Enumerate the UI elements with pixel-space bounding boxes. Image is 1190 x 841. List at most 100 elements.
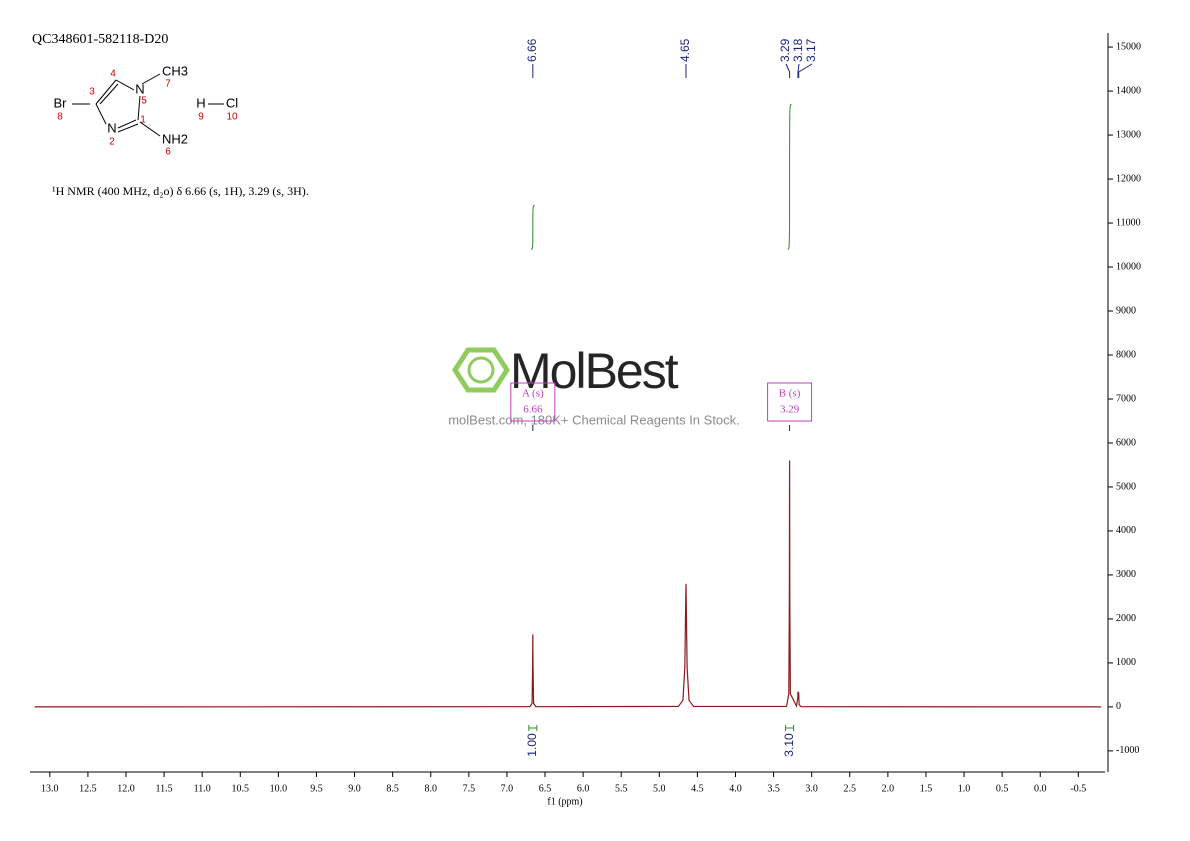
x-tick-label: 11.0 bbox=[194, 783, 211, 794]
x-tick-label: 5.5 bbox=[615, 783, 628, 794]
y-tick-label: 1000 bbox=[1116, 657, 1136, 668]
bond bbox=[141, 73, 161, 85]
atom-number: 1 bbox=[140, 115, 146, 126]
bond bbox=[137, 95, 141, 121]
peak-label: 3.17 bbox=[804, 38, 818, 62]
bond bbox=[95, 79, 117, 105]
x-tick-label: 13.0 bbox=[41, 783, 59, 794]
x-axis-label: f1 (ppm) bbox=[547, 796, 582, 807]
multiplet-name: A (s) bbox=[522, 388, 544, 400]
y-tick-label: 9000 bbox=[1116, 305, 1136, 316]
y-tick-label: 15000 bbox=[1116, 41, 1141, 52]
x-tick-label: 4.5 bbox=[691, 783, 704, 794]
y-tick-label: -1000 bbox=[1116, 745, 1139, 756]
bond bbox=[115, 79, 135, 91]
integral-bracket bbox=[528, 725, 538, 731]
x-tick-label: 1.0 bbox=[958, 783, 971, 794]
atom-number: 10 bbox=[226, 112, 238, 123]
integral-bracket bbox=[785, 725, 795, 731]
x-tick-label: 2.5 bbox=[844, 783, 857, 794]
y-tick-label: 10000 bbox=[1116, 261, 1141, 272]
atom-number: 8 bbox=[57, 112, 63, 123]
x-tick-label: 0.0 bbox=[1034, 783, 1047, 794]
watermark: MolBest molBest.com, 180K+ Chemical Reag… bbox=[448, 343, 740, 427]
x-tick-label: 5.0 bbox=[653, 783, 666, 794]
y-tick-label: 14000 bbox=[1116, 85, 1141, 96]
atom-number: 6 bbox=[165, 147, 171, 158]
x-tick-label: 7.5 bbox=[463, 783, 476, 794]
peak-label: 3.29 bbox=[778, 38, 792, 62]
y-tick-label: 0 bbox=[1116, 701, 1121, 712]
atom-number: 3 bbox=[89, 87, 95, 98]
x-tick-label: 9.5 bbox=[310, 783, 323, 794]
atom: CH3 bbox=[162, 63, 188, 78]
atom-number: 4 bbox=[110, 69, 116, 80]
atom: Br bbox=[54, 95, 68, 110]
integral-curve bbox=[530, 204, 535, 250]
x-tick-label: 4.0 bbox=[729, 783, 742, 794]
atom-number: 9 bbox=[198, 112, 204, 123]
x-tick-label: 8.5 bbox=[386, 783, 399, 794]
x-tick-label: 3.0 bbox=[805, 783, 818, 794]
x-tick-label: 3.5 bbox=[767, 783, 780, 794]
integral-label: 1.00 bbox=[525, 733, 539, 757]
bond bbox=[95, 103, 107, 125]
atom-number: 7 bbox=[165, 79, 171, 90]
watermark-logo: MolBest bbox=[510, 343, 679, 399]
x-tick-label: 8.0 bbox=[424, 783, 437, 794]
logo-icon bbox=[467, 356, 495, 384]
x-tick-label: -0.5 bbox=[1070, 783, 1086, 794]
y-tick-label: 8000 bbox=[1116, 349, 1136, 360]
atom-number: 5 bbox=[141, 96, 147, 107]
y-tick-label: 12000 bbox=[1116, 173, 1141, 184]
atom-number: 2 bbox=[109, 137, 115, 148]
atom: N bbox=[135, 81, 144, 96]
peak-label: 4.65 bbox=[678, 38, 692, 62]
x-tick-label: 7.0 bbox=[501, 783, 514, 794]
atom: Cl bbox=[226, 95, 238, 110]
peak-label: 3.18 bbox=[791, 38, 805, 62]
peak-label: 6.66 bbox=[525, 38, 539, 62]
x-tick-label: 0.5 bbox=[996, 783, 1009, 794]
x-tick-label: 1.5 bbox=[920, 783, 933, 794]
bond bbox=[99, 83, 119, 105]
y-tick-label: 4000 bbox=[1116, 525, 1136, 536]
multiplet-shift: 6.66 bbox=[523, 404, 543, 416]
y-tick-label: 6000 bbox=[1116, 437, 1136, 448]
y-tick-label: 2000 bbox=[1116, 613, 1136, 624]
multiplet-shift: 3.29 bbox=[780, 404, 800, 416]
bond bbox=[139, 121, 161, 137]
x-tick-label: 11.5 bbox=[156, 783, 173, 794]
atom: NH2 bbox=[162, 131, 188, 146]
watermark-tagline: molBest.com, 180K+ Chemical Reagents In … bbox=[448, 412, 740, 427]
x-tick-label: 10.5 bbox=[232, 783, 250, 794]
atom: N bbox=[107, 120, 116, 135]
y-tick-label: 13000 bbox=[1116, 129, 1141, 140]
peak-label-connector bbox=[797, 63, 800, 78]
spectrum-line bbox=[34, 460, 1102, 708]
x-tick-label: 6.5 bbox=[539, 783, 552, 794]
y-tick-label: 7000 bbox=[1116, 393, 1136, 404]
logo-icon bbox=[452, 347, 510, 393]
bond bbox=[117, 119, 137, 129]
structure: Br 8 3 4 N 5 CH3 7 1 N 2 NH2 6 H 9 Cl 10 bbox=[54, 63, 239, 157]
x-tick-label: 12.5 bbox=[79, 783, 97, 794]
multiplet-box bbox=[767, 382, 813, 422]
multiplet-box bbox=[510, 382, 556, 422]
nmr-description: ¹H NMR (400 MHz, d₂o) δ 6.66 (s, 1H), 3.… bbox=[52, 184, 309, 198]
bond bbox=[117, 123, 139, 133]
x-tick-label: 9.0 bbox=[348, 783, 361, 794]
atom: H bbox=[196, 95, 205, 110]
x-tick-label: 10.0 bbox=[270, 783, 288, 794]
multiplet-name: B (s) bbox=[779, 388, 801, 400]
y-tick-label: 11000 bbox=[1116, 217, 1141, 228]
y-tick-label: 3000 bbox=[1116, 569, 1136, 580]
y-tick-label: 5000 bbox=[1116, 481, 1136, 492]
peak-label-connector bbox=[798, 63, 813, 78]
sample-id: QC348601-582118-D20 bbox=[32, 32, 168, 47]
x-tick-label: 12.0 bbox=[117, 783, 135, 794]
peak-label-connector bbox=[785, 63, 791, 78]
x-tick-label: 2.0 bbox=[882, 783, 895, 794]
integral-label: 3.10 bbox=[782, 733, 796, 757]
